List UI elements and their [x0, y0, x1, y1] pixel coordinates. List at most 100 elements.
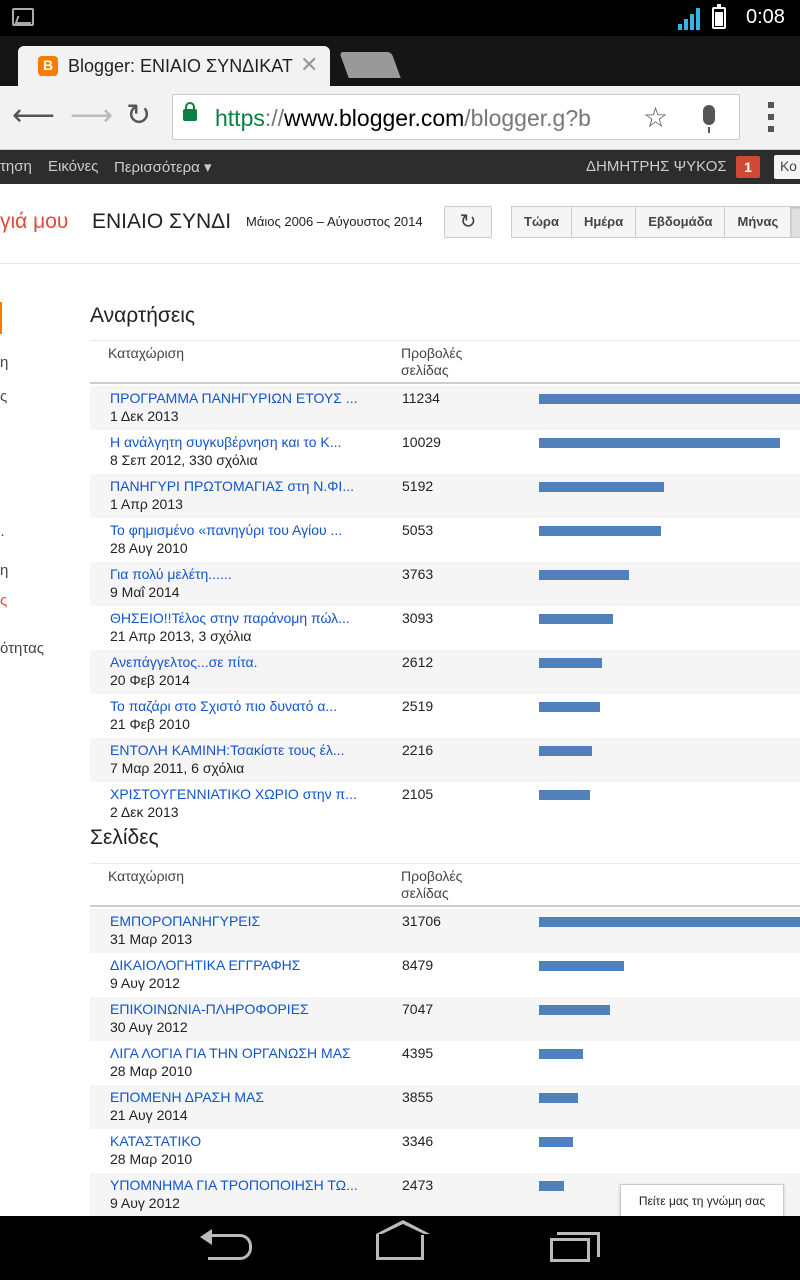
posts-views-bar: [539, 658, 602, 668]
posts-entry-link[interactable]: Για πολύ μελέτη......: [110, 566, 232, 582]
pages-entry-meta: 28 Μαρ 2010: [110, 1151, 193, 1167]
posts-entry-link[interactable]: Η ανάλγητη συγκυβέρνηση και το Κ...: [110, 434, 342, 450]
close-tab-icon[interactable]: ✕: [300, 52, 319, 77]
posts-entry-views: 5192: [402, 478, 434, 494]
pages-views-bar: [539, 917, 800, 927]
posts-entry-link[interactable]: Ανεπάγγελτος...σε πίτα.: [110, 654, 258, 670]
posts-entry-link[interactable]: Το φημισμένο «πανηγύρι του Αγίου ...: [110, 522, 343, 538]
blog-name[interactable]: ΕΝΙΑΙΟ ΣΥΝΔΙ: [92, 210, 232, 233]
gbar-user-name[interactable]: ΔΗΜΗΤΡΗΣ ΨΥΚΟΣ: [586, 158, 727, 175]
share-button[interactable]: Κο: [774, 155, 800, 179]
sidebar-item-5[interactable]: ς: [0, 592, 8, 609]
pages-entry-views: 7047: [402, 1001, 434, 1017]
period-month-button[interactable]: Μήνας: [724, 206, 792, 238]
forward-arrow-icon[interactable]: ⟶: [70, 99, 114, 132]
pages-entry-meta: 21 Αυγ 2014: [110, 1107, 188, 1123]
period-all-button[interactable]: Συ: [790, 206, 800, 238]
posts-entry-meta: 8 Σεπ 2012, 330 σχόλια: [110, 452, 258, 468]
pages-col-views: Προβολές σελίδας: [401, 868, 463, 901]
posts-entry-views: 2612: [402, 654, 434, 670]
posts-col-views: Προβολές σελίδας: [401, 345, 463, 378]
pages-entry-link[interactable]: ΕΜΠΟΡΟΠΑΝΗΓΥΡΕΙΣ: [110, 913, 261, 929]
posts-views-bar: [539, 482, 664, 492]
posts-entry-link[interactable]: ΠΑΝΗΓΥΡΙ ΠΡΩΤΟΜΑΓΙΑΣ στη Ν.ΦΙ...: [110, 478, 354, 494]
pages-views-bar: [539, 1049, 583, 1059]
posts-entry-views: 3763: [402, 566, 434, 582]
sidebar-item-4[interactable]: η: [0, 562, 9, 579]
pages-entry-link[interactable]: ΔΙΚΑΙΟΛΟΓΗΤΙΚΑ ΕΓΓΡΑΦΗΣ: [110, 957, 301, 973]
table-row: Η ανάλγητη συγκυβέρνηση και το Κ... 8 Σεπ…: [90, 430, 800, 474]
system-nav-bar: [0, 1216, 800, 1280]
posts-entry-link[interactable]: ΘΗΣΕΙΟ!!Τέλος στην παράνομη πώλ...: [110, 610, 350, 626]
reload-icon[interactable]: ↻: [126, 99, 152, 132]
table-row: ΕΝΤΟΛΗ ΚΑΜΙΝΗ:Τσακίστε τους έλ... 7 Μαρ 2…: [90, 738, 800, 782]
period-now-button[interactable]: Τώρα: [511, 206, 572, 238]
pages-entry-meta: 9 Αυγ 2012: [110, 975, 180, 991]
posts-views-bar: [539, 570, 629, 580]
posts-entry-views: 2216: [402, 742, 434, 758]
table-row: ΕΠΟΜΕΝΗ ΔΡΑΣΗ ΜΑΣ 21 Αυγ 2014 3855: [90, 1085, 800, 1129]
pages-entry-link[interactable]: ΛΙΓΑ ΛΟΓΙΑ ΓΙΑ ΤΗΝ ΟΡΓΑΝΩΣΗ ΜΑΣ: [110, 1045, 351, 1061]
pages-views-bar: [539, 1093, 578, 1103]
posts-entry-link[interactable]: ΧΡΙΣΤΟΥΓΕΝΝΙΑΤΙΚΟ ΧΩΡΙΟ στην π...: [110, 786, 357, 802]
back-arrow-icon[interactable]: ⟵: [12, 99, 56, 132]
posts-entry-link[interactable]: ΠΡΟΓΡΑΜΜΑ ΠΑΝΗΓΥΡΙΩΝ ΕΤΟΥΣ ...: [110, 390, 358, 406]
posts-entry-views: 11234: [402, 390, 440, 406]
sidebar-item-1[interactable]: η: [0, 354, 9, 371]
posts-entry-meta: 20 Φεβ 2014: [110, 672, 190, 688]
period-selector: Τώρα Ημέρα Εβδομάδα Μήνας Συ: [511, 206, 800, 238]
posts-views-bar: [539, 790, 590, 800]
table-row: Για πολύ μελέτη...... 9 Μαΐ 2014 3763: [90, 562, 800, 606]
recent-apps-icon[interactable]: [550, 1232, 600, 1262]
posts-views-bar: [539, 394, 800, 404]
pages-entry-link[interactable]: ΕΠΟΜΕΝΗ ΔΡΑΣΗ ΜΑΣ: [110, 1089, 264, 1105]
sidebar-accent: [0, 302, 2, 334]
feedback-button[interactable]: Πείτε μας τη γνώμη σας: [620, 1184, 784, 1218]
posts-views-bar: [539, 614, 613, 624]
pages-entry-views: 2473: [402, 1177, 434, 1193]
tab-title: Blogger: ΕΝΙΑΙΟ ΣΥΝΔΙΚΑΤ: [68, 56, 293, 76]
posts-entry-link[interactable]: Το παζάρι στο Σχιστό πιο δυνατό α...: [110, 698, 338, 714]
sidebar-item-3[interactable]: ·: [0, 526, 5, 543]
new-tab-button[interactable]: [339, 52, 401, 78]
overflow-menu-icon[interactable]: [766, 102, 776, 132]
url-text[interactable]: https://www.blogger.com/blogger.g?b: [215, 105, 591, 131]
blogs-link[interactable]: γιά μου: [0, 210, 69, 233]
period-week-button[interactable]: Εβδομάδα: [635, 206, 726, 238]
pages-entry-views: 4395: [402, 1045, 434, 1061]
gbar-item-search[interactable]: τηση: [0, 158, 32, 175]
home-icon[interactable]: [376, 1220, 430, 1260]
status-bar: 0:08: [0, 0, 800, 36]
posts-entry-meta: 1 Απρ 2013: [110, 496, 183, 512]
table-row: ΘΗΣΕΙΟ!!Τέλος στην παράνομη πώλ... 21 Απρ…: [90, 606, 800, 650]
table-row: Ανεπάγγελτος...σε πίτα. 20 Φεβ 2014 2612: [90, 650, 800, 694]
gbar-item-more[interactable]: Περισσότερα ▾: [114, 159, 212, 176]
browser-tab[interactable]: Blogger: ΕΝΙΑΙΟ ΣΥΝΔΙΚΑΤ ✕: [18, 46, 330, 86]
period-day-button[interactable]: Ημέρα: [570, 206, 637, 238]
notification-badge[interactable]: 1: [736, 156, 760, 178]
bookmark-star-icon[interactable]: ☆: [643, 102, 669, 133]
pages-table-header: Καταχώριση Προβολές σελίδας: [90, 863, 800, 907]
pages-section-title: Σελίδες: [90, 826, 159, 849]
posts-entry-meta: 21 Φεβ 2010: [110, 716, 190, 732]
posts-entry-meta: 1 Δεκ 2013: [110, 408, 179, 424]
sidebar-item-6[interactable]: ότητας: [0, 640, 45, 657]
posts-entry-link[interactable]: ΕΝΤΟΛΗ ΚΑΜΙΝΗ:Τσακίστε τους έλ...: [110, 742, 345, 758]
table-row: ΠΡΟΓΡΑΜΜΑ ΠΑΝΗΓΥΡΙΩΝ ΕΤΟΥΣ ... 1 Δεκ 2013…: [90, 386, 800, 430]
gbar-item-images[interactable]: Εικόνες: [48, 158, 99, 175]
pages-entry-link[interactable]: ΥΠΟΜΝΗΜΑ ΓΙΑ ΤΡΟΠΟΠΟΙΗΣΗ ΤΩ...: [110, 1177, 358, 1193]
back-icon[interactable]: [200, 1229, 252, 1260]
pages-col-entry: Καταχώριση: [108, 868, 185, 884]
pages-entry-link[interactable]: ΕΠΙΚΟΙΝΩΝΙΑ-ΠΛΗΡΟΦΟΡΙΕΣ: [110, 1001, 309, 1017]
address-bar[interactable]: https://www.blogger.com/blogger.g?b ☆: [172, 94, 740, 140]
posts-entry-meta: 21 Απρ 2013, 3 σχόλια: [110, 628, 252, 644]
posts-entry-views: 10029: [402, 434, 441, 450]
sidebar-item-2[interactable]: ς: [0, 388, 8, 405]
pages-entry-views: 8479: [402, 957, 434, 973]
refresh-button[interactable]: ↻: [444, 206, 492, 238]
pages-entry-link[interactable]: ΚΑΤΑΣΤΑΤΙΚΟ: [110, 1133, 202, 1149]
microphone-icon[interactable]: [703, 105, 715, 133]
posts-entry-views: 5053: [402, 522, 434, 538]
pages-views-bar: [539, 1137, 573, 1147]
table-row: ΚΑΤΑΣΤΑΤΙΚΟ 28 Μαρ 2010 3346: [90, 1129, 800, 1173]
